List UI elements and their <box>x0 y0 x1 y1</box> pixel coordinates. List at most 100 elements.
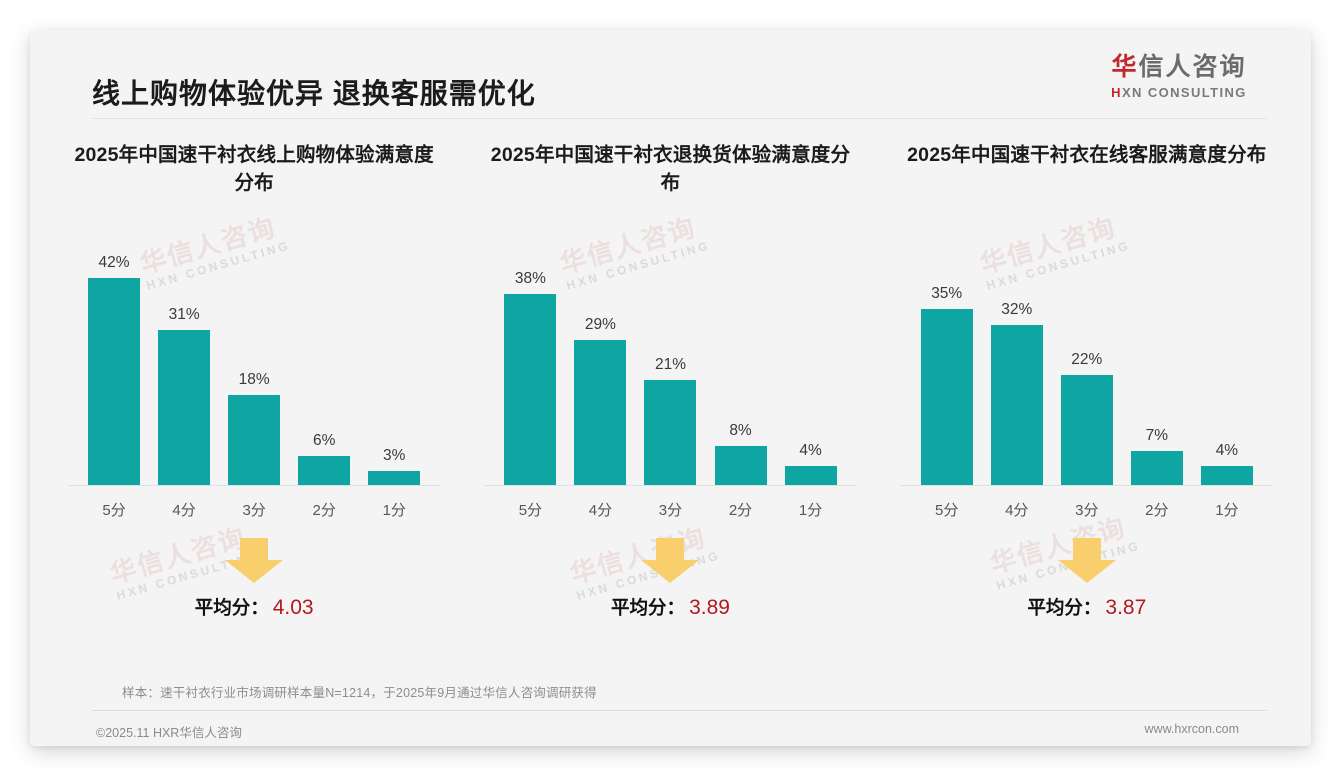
brand-logo-cn: 华信人咨询 <box>1111 53 1247 81</box>
x-axis-line <box>67 485 441 486</box>
bar-value-label: 8% <box>729 421 752 439</box>
chart-plot-area: 42% 31% 18% 6% 3% 5分 4分 3分 2分 1分 <box>60 254 448 524</box>
bar[interactable] <box>644 380 697 486</box>
bar-value-label: 29% <box>584 315 616 333</box>
bar[interactable] <box>368 470 421 486</box>
bar-value-label: 35% <box>931 285 963 303</box>
x-axis-tick-label: 5分 <box>102 502 126 519</box>
x-axis-tick-label: 1分 <box>798 502 823 519</box>
bars-container: 42% 31% 18% 6% 3% <box>83 254 425 486</box>
charts-row: 2025年中国速干衬衣线上购物体验满意度分布 42% 31% 18% 6% 3% 5分 4分 3… <box>46 142 1295 662</box>
bar[interactable] <box>920 309 973 486</box>
bar-value-label: 32% <box>1001 300 1033 318</box>
x-axis-tick-label: 1分 <box>382 502 406 519</box>
sample-footnote: 样本：速干衬衣行业市场调研样本量N=1214，于2025年9月通过华信人咨询调研… <box>122 686 597 700</box>
x-axis-tick-label: 1分 <box>1215 502 1239 519</box>
slide-footer: ©2025.11 HXR华信人咨询 www.hxrcon.com <box>30 718 1311 746</box>
average-score-value: 3.89 <box>689 596 730 619</box>
chart-plot-area: 35% 32% 22% 7% 4% 5分 4分 3分 2分 1分 <box>893 254 1281 524</box>
chart-panel: 2025年中国速干衬衣退换货体验满意度分布 38% 29% 21% 8% 4% 5分 4分 3分… <box>462 142 878 662</box>
slide-header: 线上购物体验优异 退换客服需优化 华信人咨询 HXN CONSULTING <box>30 30 1311 120</box>
bar-slot[interactable]: 4% <box>1196 254 1258 486</box>
bar[interactable] <box>714 445 767 486</box>
chart-title: 2025年中国速干衬衣在线客服满意度分布 <box>907 144 1267 166</box>
arrow-down-icon <box>223 538 285 589</box>
x-axis-tick-label: 2分 <box>728 502 753 519</box>
bar-value-label: 7% <box>1145 426 1169 444</box>
x-axis-tick-label: 5分 <box>518 502 543 519</box>
slide-canvas: 华信人咨询 HXN CONSULTING 华信人咨询 HXN CONSULTIN… <box>30 30 1311 746</box>
bar-slot[interactable]: 42% <box>83 254 145 486</box>
bar-slot[interactable]: 8% <box>710 254 772 486</box>
x-axis-line <box>484 485 857 486</box>
bar-slot[interactable]: 31% <box>153 254 215 486</box>
bar[interactable] <box>1200 465 1253 486</box>
bar-value-label: 42% <box>98 254 130 271</box>
bar-slot[interactable]: 35% <box>916 254 978 486</box>
header-divider <box>92 118 1267 119</box>
bar[interactable] <box>504 294 557 486</box>
bar-slot[interactable]: 21% <box>640 254 702 486</box>
average-score-line: 平均分： 3.87 <box>893 594 1281 620</box>
x-axis-tick-label: 4分 <box>588 502 613 519</box>
bar-value-label: 3% <box>383 446 406 464</box>
bar-slot[interactable]: 4% <box>780 254 842 486</box>
page-title: 线上购物体验优异 退换客服需优化 <box>92 78 536 109</box>
x-axis-labels: 5分 4分 3分 2分 1分 <box>83 499 425 520</box>
bar-value-label: 18% <box>238 371 270 389</box>
average-score-block: 平均分： 4.03 <box>60 538 448 634</box>
x-axis-tick-label: 3分 <box>658 502 683 519</box>
bar-slot[interactable]: 22% <box>1056 254 1118 486</box>
bar[interactable] <box>88 278 141 486</box>
arrow-down-icon <box>1056 538 1118 589</box>
bar[interactable] <box>298 455 351 486</box>
bar[interactable] <box>1060 375 1113 486</box>
average-score-line: 平均分： 4.03 <box>60 594 448 620</box>
bar[interactable] <box>574 339 627 486</box>
average-score-block: 平均分： 3.89 <box>476 538 864 634</box>
chart-panel: 2025年中国速干衬衣线上购物体验满意度分布 42% 31% 18% 6% 3% 5分 4分 3… <box>46 142 462 662</box>
x-axis-tick-label: 3分 <box>242 502 266 519</box>
bar-slot[interactable]: 7% <box>1126 254 1188 486</box>
footer-copyright: ©2025.11 HXR华信人咨询 <box>96 726 242 740</box>
average-score-label: 平均分： <box>1027 597 1102 618</box>
footer-website[interactable]: www.hxrcon.com <box>1144 722 1239 736</box>
chart-title: 2025年中国速干衬衣线上购物体验满意度分布 <box>74 144 434 194</box>
bar-value-label: 4% <box>1215 441 1239 459</box>
bar[interactable] <box>784 465 837 486</box>
x-axis-labels: 5分 4分 3分 2分 1分 <box>916 499 1258 520</box>
bar[interactable] <box>228 395 281 486</box>
x-axis-line <box>900 485 1274 486</box>
brand-logo-en: HXN CONSULTING <box>1111 84 1247 100</box>
bar-slot[interactable]: 18% <box>223 254 285 486</box>
chart-plot-area: 38% 29% 21% 8% 4% 5分 4分 3分 2分 1分 <box>476 254 864 524</box>
bar-value-label: 21% <box>654 356 686 374</box>
bar-value-label: 22% <box>1071 351 1103 369</box>
x-axis-tick-label: 2分 <box>1145 502 1169 519</box>
x-axis-labels: 5分 4分 3分 2分 1分 <box>500 499 842 520</box>
bar-slot[interactable]: 32% <box>986 254 1048 486</box>
bar[interactable] <box>990 324 1043 486</box>
bar-slot[interactable]: 3% <box>363 254 425 486</box>
bars-container: 38% 29% 21% 8% 4% <box>500 254 842 486</box>
bar-value-label: 38% <box>514 270 546 288</box>
bar-value-label: 6% <box>312 431 336 449</box>
average-score-label: 平均分： <box>611 597 686 618</box>
x-axis-tick-label: 4分 <box>172 502 196 519</box>
bar[interactable] <box>1130 450 1183 486</box>
bar-value-label: 31% <box>168 305 200 323</box>
bar-slot[interactable]: 29% <box>570 254 632 486</box>
average-score-block: 平均分： 3.87 <box>893 538 1281 634</box>
average-score-value: 3.87 <box>1105 596 1147 619</box>
bar-slot[interactable]: 6% <box>293 254 355 486</box>
average-score-label: 平均分： <box>194 597 269 618</box>
arrow-down-icon <box>639 538 701 589</box>
x-axis-tick-label: 4分 <box>1005 502 1029 519</box>
bar[interactable] <box>158 329 211 486</box>
bar-slot[interactable]: 38% <box>500 254 562 486</box>
x-axis-tick-label: 2分 <box>312 502 336 519</box>
average-score-value: 4.03 <box>272 596 314 619</box>
chart-title: 2025年中国速干衬衣退换货体验满意度分布 <box>490 144 851 194</box>
footer-divider <box>92 710 1267 711</box>
bar-value-label: 4% <box>799 441 822 459</box>
